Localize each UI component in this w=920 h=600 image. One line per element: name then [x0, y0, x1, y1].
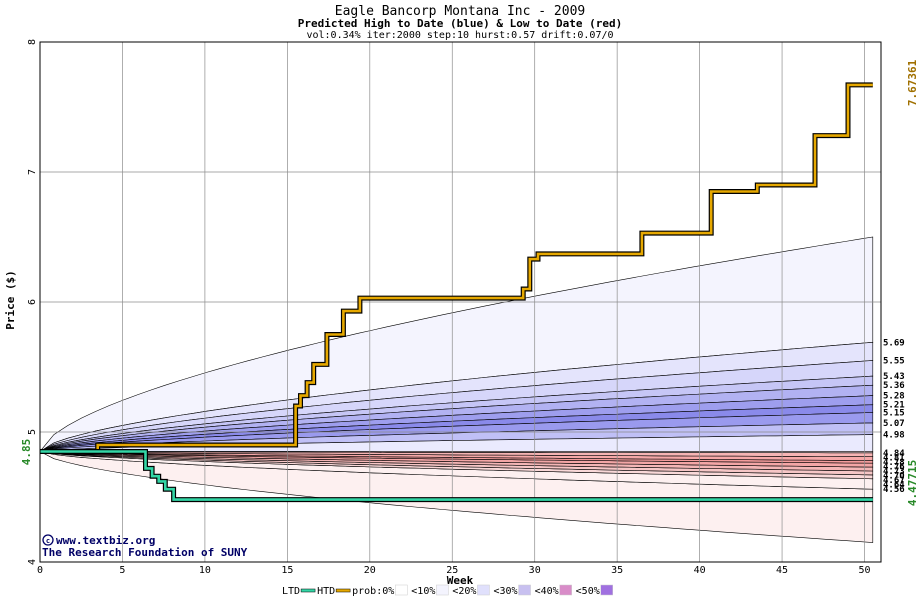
band-value-label: 4.98	[883, 431, 905, 441]
band-value-label: 4.70	[883, 471, 905, 481]
band-value-label: 5.36	[883, 381, 905, 391]
x-tick-label: 50	[858, 565, 870, 576]
x-tick-label: 35	[611, 565, 623, 576]
x-tick-label: 45	[776, 565, 788, 576]
legend-swatch	[436, 584, 449, 596]
band-value-label: 4.76	[883, 462, 905, 472]
y-axis-label: Price ($)	[4, 270, 17, 330]
x-tick-label: 15	[281, 565, 293, 576]
plot-area	[39, 41, 882, 563]
x-tick-labels: 0 5 10 15 20 25 30 35 40 45 50	[37, 565, 871, 576]
legend-swatch	[300, 588, 316, 593]
legend-swatch	[600, 584, 613, 596]
x-tick-label: 25	[446, 565, 458, 576]
legend-swatch	[477, 584, 490, 596]
plot-frame	[39, 41, 882, 563]
y-tick-label: 6	[27, 299, 38, 305]
series-line-htd	[40, 83, 873, 453]
copyright-icon-letter: c	[46, 537, 50, 545]
band-value-label: 5.28	[883, 392, 905, 402]
chart-params: vol:0.34% iter:2000 step:10 hurst:0.57 d…	[306, 30, 613, 41]
legend-swatch	[559, 584, 572, 596]
credit-org: The Research Foundation of SUNY	[42, 546, 248, 559]
x-axis-label: Week	[447, 574, 474, 587]
band-value-label: 5.55	[883, 357, 905, 367]
lower-band-0	[39, 451, 874, 454]
x-tick-label: 10	[199, 565, 211, 576]
band-value-label: 4.56	[883, 485, 905, 495]
copyright-icon	[42, 534, 54, 546]
chart-subtitle: Predicted High to Date (blue) & Low to D…	[298, 17, 623, 30]
band-value-label: 5.07	[883, 419, 905, 429]
band-value-label: 4.84	[883, 449, 905, 459]
legend-swatch	[518, 584, 531, 596]
x-tick-label: 5	[119, 565, 125, 576]
band-value-label: 4.73	[883, 467, 905, 477]
series-lines	[40, 82, 873, 503]
legend-label: <40%	[535, 586, 559, 597]
x-tick-label: 0	[37, 565, 43, 576]
legend-label: <30%	[493, 586, 517, 597]
legend-label: HTD	[317, 586, 335, 597]
legend-swatch	[395, 584, 408, 596]
legend-label: <50%	[576, 586, 600, 597]
min-value-label: 4.47715	[906, 460, 919, 506]
y-tick-label: 4	[27, 559, 38, 565]
y-tick-label: 7	[27, 169, 38, 175]
x-tick-label: 40	[694, 565, 706, 576]
band-value-label: 5.21	[883, 401, 905, 411]
band-value-labels: 5.69 5.55 5.435.365.285.215.155.07 4.98 4.84…	[883, 338, 905, 495]
x-tick-label: 20	[364, 565, 376, 576]
legend-label: <20%	[452, 586, 476, 597]
y-tick-labels: 4 5 6 7 8	[27, 39, 38, 565]
credit-block: c www.textbiz.org The Research Foundatio…	[42, 534, 248, 559]
y-tick-label: 8	[27, 39, 38, 45]
legend: LTD HTD prob:0% <10% <20% <30% <40% <50%	[282, 584, 613, 597]
legend-label: prob:0%	[352, 586, 394, 597]
band-value-label: 4.67	[883, 476, 905, 486]
band-value-label: 5.43	[883, 372, 905, 382]
band-value-label: 5.69	[883, 338, 905, 348]
chart-title: Eagle Bancorp Montana Inc - 2009	[335, 4, 585, 19]
band-value-label: 4.64	[883, 480, 905, 490]
legend-swatch	[335, 588, 351, 593]
y-tick-label: 5	[27, 429, 38, 435]
legend-label: <10%	[411, 586, 435, 597]
band-value-label: 5.15	[883, 409, 905, 419]
x-tick-label: 30	[529, 565, 541, 576]
max-value-label: 7.67361	[906, 59, 919, 106]
credit-url: www.textbiz.org	[56, 534, 155, 547]
legend-label: LTD	[282, 586, 300, 597]
band-value-label: 4.81	[883, 453, 905, 463]
series-line-ltd	[40, 450, 873, 501]
band-value-label: 4.78	[883, 458, 905, 468]
start-value-label: 4.85	[20, 439, 33, 466]
